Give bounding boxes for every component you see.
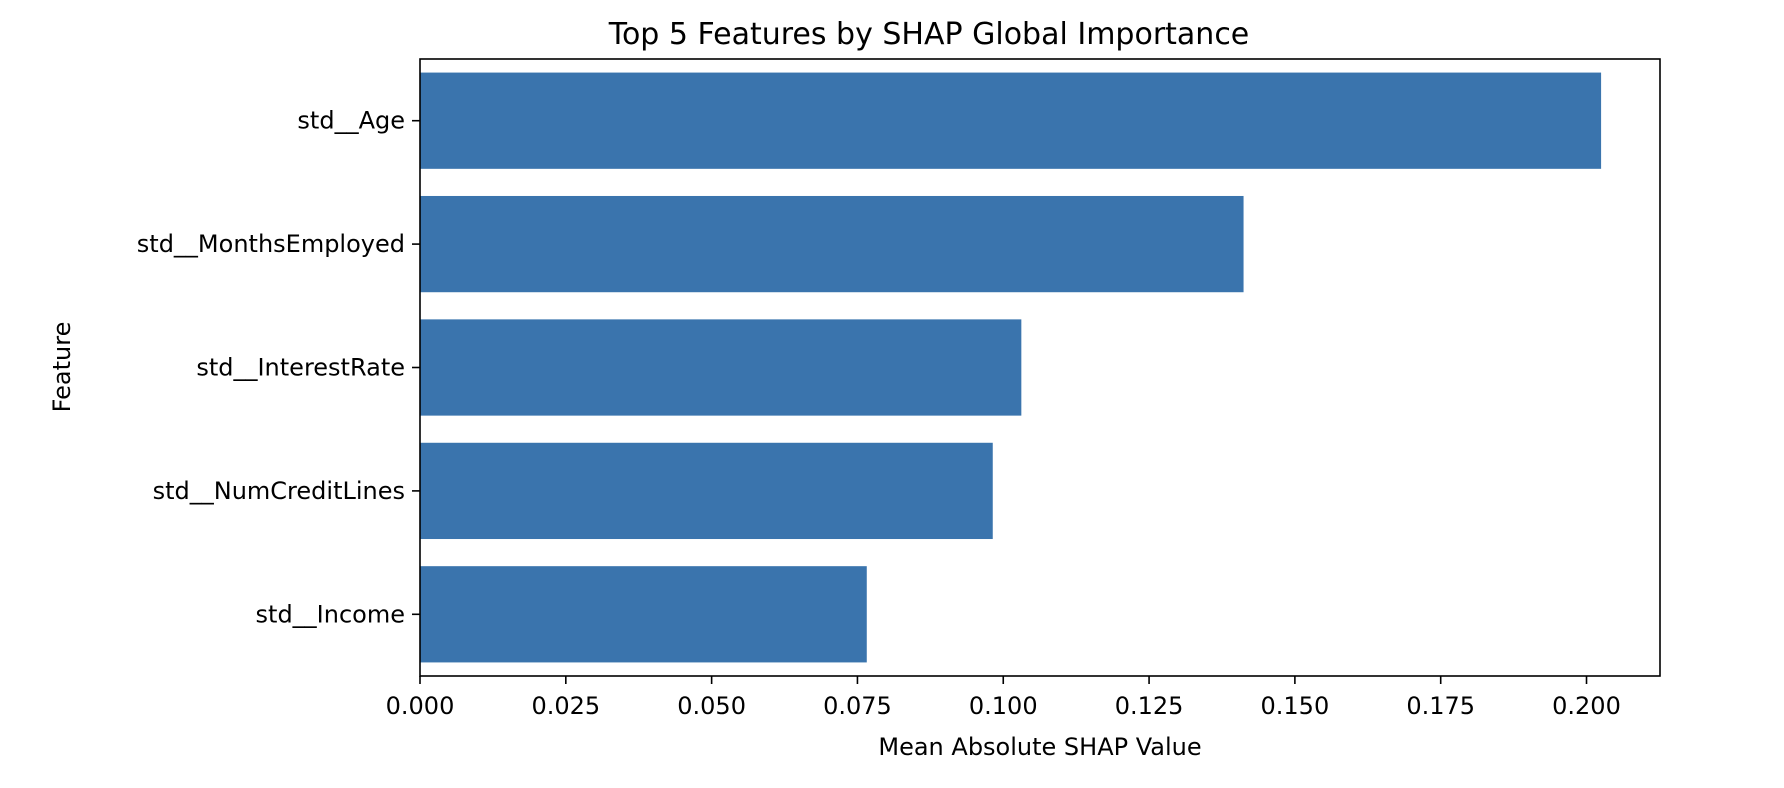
x-tick-label: 0.050 bbox=[677, 692, 746, 720]
y-tick-label: std__Income bbox=[256, 600, 405, 628]
y-tick-label: std__InterestRate bbox=[196, 354, 405, 382]
bar-4 bbox=[420, 566, 867, 663]
y-tick-label: std__NumCreditLines bbox=[153, 477, 405, 505]
bar-3 bbox=[420, 442, 993, 540]
x-tick-label: 0.175 bbox=[1406, 692, 1475, 720]
x-axis-label: Mean Absolute SHAP Value bbox=[878, 733, 1201, 761]
y-ticks-group: std__Age std__MonthsEmployed std__Interest… bbox=[137, 107, 420, 628]
y-tick-label: std__Age bbox=[297, 107, 405, 135]
plot-frame bbox=[419, 58, 1661, 677]
x-tick-label: 0.200 bbox=[1552, 692, 1621, 720]
y-axis-label: Feature bbox=[48, 322, 76, 413]
chart-title: Top 5 Features by SHAP Global Importance bbox=[608, 17, 1250, 52]
x-tick-label: 0.025 bbox=[531, 692, 600, 720]
x-tick-label: 0.125 bbox=[1115, 692, 1184, 720]
x-ticks-group: 0.000 0.025 0.050 0.075 0.100 0.125 0.150 0.175… bbox=[386, 676, 1621, 720]
bar-2 bbox=[420, 319, 1022, 416]
x-tick-label: 0.000 bbox=[386, 692, 455, 720]
x-tick-label: 0.150 bbox=[1261, 692, 1330, 720]
x-tick-label: 0.100 bbox=[969, 692, 1038, 720]
bars-group bbox=[420, 72, 1602, 663]
y-tick-label: std__MonthsEmployed bbox=[137, 230, 405, 258]
bar-0 bbox=[420, 72, 1602, 169]
bar-1 bbox=[420, 195, 1244, 293]
x-tick-label: 0.075 bbox=[823, 692, 892, 720]
